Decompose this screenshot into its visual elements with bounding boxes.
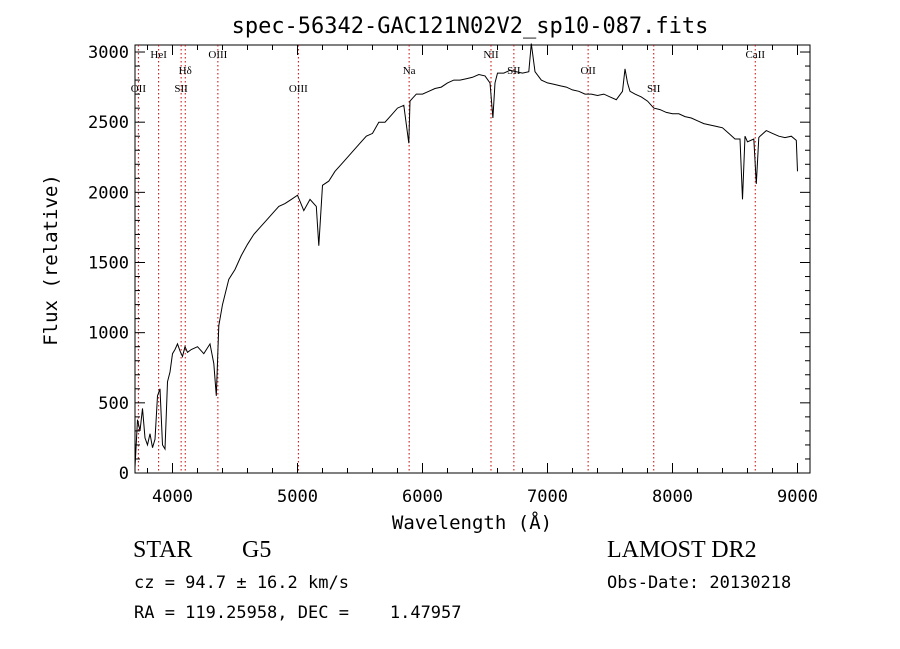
marker-label: OII: [580, 65, 596, 77]
y-tick-label: 3000: [88, 43, 129, 63]
y-tick-label: 500: [98, 394, 129, 414]
x-tick-label: 4000: [152, 487, 193, 507]
redshift-info: cz = 94.7 ± 16.2 km/s: [134, 573, 349, 593]
marker-label: Hδ: [179, 65, 192, 77]
marker-label: OII: [131, 83, 147, 95]
object-subclass: G5: [242, 537, 272, 563]
x-axis-ticks: 4000 5000 6000 7000 8000 9000: [147, 45, 818, 507]
plot-frame: [134, 44, 811, 474]
marker-label: OIII: [289, 83, 308, 95]
x-tick-label: 5000: [277, 487, 318, 507]
y-tick-label: 1500: [88, 254, 129, 274]
obs-date: Obs-Date: 20130218: [607, 573, 792, 593]
x-axis-label: Wavelength (Å): [392, 511, 552, 534]
marker-label: NII: [483, 49, 499, 61]
y-tick-label: 0: [119, 464, 129, 484]
x-tick-label: 8000: [652, 487, 693, 507]
marker-label: CaII: [745, 49, 765, 61]
emission-line-markers: [137, 45, 756, 473]
marker-label: Na: [403, 65, 416, 77]
marker-label: SII: [647, 83, 661, 95]
y-tick-label: 2500: [88, 113, 129, 133]
marker-label: SII: [174, 83, 188, 95]
marker-label: HeI: [150, 49, 167, 61]
y-axis-label: Flux (relative): [40, 174, 62, 346]
x-tick-label: 9000: [777, 487, 818, 507]
y-tick-label: 2000: [88, 183, 129, 203]
chart-title: spec-56342-GAC121N02V2_sp10-087.fits: [232, 14, 709, 39]
coordinates: RA = 119.25958, DEC = 1.47957: [134, 603, 462, 623]
y-axis-ticks: 0 500 1000 1500 2000 2500 3000: [88, 43, 810, 484]
object-class: STAR: [133, 537, 193, 563]
y-tick-label: 1000: [88, 324, 129, 344]
x-tick-label: 6000: [402, 487, 443, 507]
marker-label: OIII: [208, 49, 227, 61]
spectrum-line: [134, 43, 798, 468]
x-tick-label: 7000: [527, 487, 568, 507]
survey-name: LAMOST DR2: [607, 537, 757, 563]
